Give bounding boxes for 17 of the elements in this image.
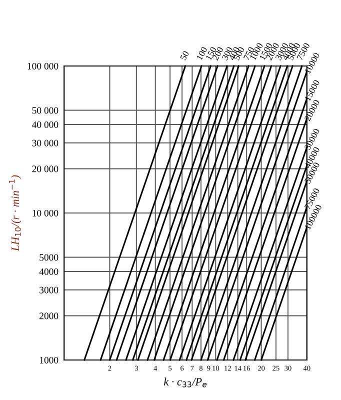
y-tick-label: 2000 xyxy=(40,312,58,320)
y-tick-label: 100 000 xyxy=(28,62,58,70)
y-tick-label: 10 000 xyxy=(32,210,58,216)
y-tick-label: 5000 xyxy=(40,254,58,261)
text: 100 xyxy=(196,46,208,60)
y-tick-label: 4000 xyxy=(39,268,58,275)
y-tick-label: 1000 xyxy=(40,356,58,364)
y-tick-label: 20 000 xyxy=(32,166,58,172)
text: 20000 xyxy=(304,99,320,122)
text: 15000 xyxy=(304,79,320,102)
x-axis-title: k · c$_{33}$/P$_{e}$ xyxy=(164,378,207,388)
text: 50 xyxy=(180,50,190,61)
y-tick-label: 30 000 xyxy=(32,140,58,146)
y-tick-label: 40 000 xyxy=(32,121,58,128)
y-tick-label: 3000 xyxy=(40,286,58,294)
y-tick-label: 50 000 xyxy=(32,107,58,114)
y-axis-title: LH$_{10}$/(r · min$^{−1}$) xyxy=(8,175,22,252)
